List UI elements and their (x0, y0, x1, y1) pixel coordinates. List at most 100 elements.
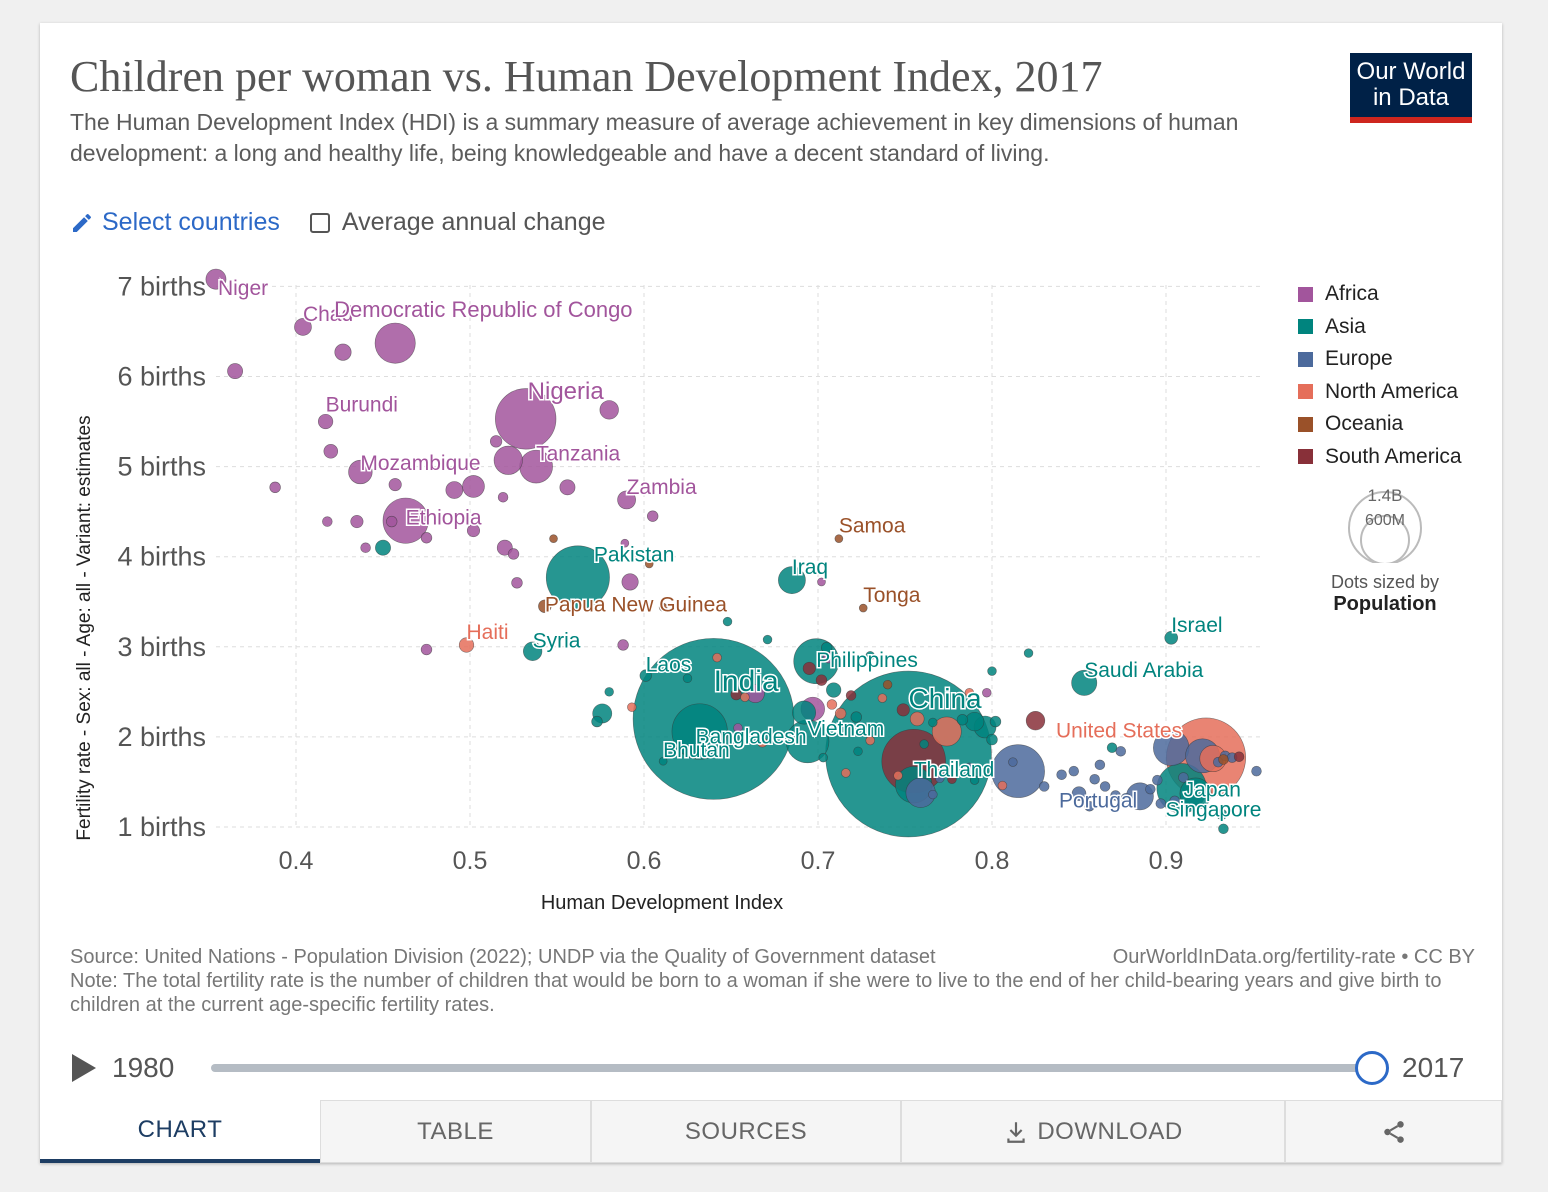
data-point[interactable] (348, 459, 373, 485)
data-point[interactable] (802, 661, 816, 675)
data-point[interactable] (205, 268, 227, 290)
owid-logo[interactable]: Our World in Data (1350, 53, 1472, 123)
data-point[interactable] (639, 669, 652, 682)
data-point[interactable] (489, 435, 503, 448)
data-point[interactable] (969, 775, 980, 785)
data-point[interactable] (757, 737, 768, 748)
data-point[interactable] (792, 700, 817, 725)
data-point[interactable] (350, 515, 364, 529)
data-point[interactable] (386, 515, 398, 528)
data-point[interactable] (322, 516, 333, 527)
data-point[interactable] (604, 687, 614, 697)
average-change-toggle[interactable]: Average annual change (309, 208, 606, 237)
data-point[interactable] (227, 363, 244, 380)
license-link[interactable]: OurWorldInData.org/fertility-rate • CC B… (1112, 946, 1475, 968)
data-point[interactable] (591, 715, 603, 728)
data-point[interactable] (323, 444, 339, 459)
data-point[interactable] (671, 703, 728, 760)
data-point[interactable] (374, 322, 416, 364)
data-point[interactable] (740, 692, 750, 702)
data-point[interactable] (989, 715, 1002, 728)
data-point[interactable] (964, 711, 985, 732)
data-point[interactable] (865, 735, 875, 746)
data-point[interactable] (1094, 759, 1106, 771)
data-point[interactable] (986, 733, 998, 746)
data-point[interactable] (1008, 757, 1018, 767)
data-point[interactable] (360, 542, 371, 553)
data-point[interactable] (1179, 777, 1212, 810)
data-point[interactable] (334, 343, 352, 361)
data-point[interactable] (762, 634, 773, 645)
data-point[interactable] (388, 478, 402, 492)
data-point[interactable] (495, 388, 557, 450)
data-point[interactable] (935, 773, 945, 784)
data-point[interactable] (466, 524, 481, 538)
data-point[interactable] (269, 481, 281, 494)
data-point[interactable] (493, 445, 523, 475)
timeline-handle[interactable] (1355, 1051, 1389, 1085)
legend-item[interactable]: North America (1298, 376, 1462, 409)
data-point[interactable] (1025, 711, 1046, 731)
data-point[interactable] (858, 603, 868, 613)
data-point[interactable] (1155, 798, 1166, 809)
tab-share[interactable] (1285, 1100, 1502, 1163)
data-point[interactable] (1169, 795, 1180, 807)
data-point[interactable] (1251, 765, 1262, 777)
data-point[interactable] (545, 545, 610, 610)
data-point[interactable] (826, 682, 842, 698)
data-point[interactable] (928, 789, 938, 800)
data-point[interactable] (822, 651, 835, 664)
legend-item[interactable]: Africa (1298, 278, 1462, 311)
data-point[interactable] (1071, 786, 1087, 801)
average-change-checkbox[interactable] (309, 212, 330, 233)
legend-item[interactable]: Asia (1298, 311, 1462, 344)
data-point[interactable] (1068, 765, 1079, 777)
data-point[interactable] (956, 714, 969, 726)
data-point[interactable] (445, 481, 464, 499)
play-icon[interactable] (72, 1054, 96, 1082)
data-point[interactable] (497, 492, 509, 503)
data-point[interactable] (964, 688, 975, 698)
data-point[interactable] (462, 475, 485, 498)
data-point[interactable] (1164, 631, 1179, 645)
data-point[interactable] (458, 637, 475, 653)
data-point[interactable] (893, 770, 903, 781)
data-point[interactable] (317, 413, 334, 430)
data-point[interactable] (658, 602, 668, 612)
data-point[interactable] (647, 510, 659, 522)
data-point[interactable] (658, 756, 668, 766)
data-point[interactable] (1038, 781, 1050, 792)
data-point[interactable] (778, 566, 806, 594)
legend-item[interactable]: South America (1298, 441, 1462, 474)
data-point[interactable] (420, 643, 433, 656)
data-point[interactable] (1145, 783, 1156, 795)
data-point[interactable] (947, 774, 957, 784)
data-point[interactable] (850, 711, 862, 723)
data-point[interactable] (1106, 742, 1118, 753)
data-point[interactable] (1110, 790, 1121, 801)
tab-sources[interactable]: SOURCES (591, 1100, 901, 1163)
data-point[interactable] (1056, 769, 1067, 780)
data-point[interactable] (599, 400, 619, 420)
data-point[interactable] (1178, 772, 1189, 783)
data-point[interactable] (1089, 774, 1100, 785)
legend-item[interactable]: Europe (1298, 343, 1462, 376)
data-point[interactable] (845, 690, 857, 701)
data-point[interactable] (712, 652, 722, 663)
data-point[interactable] (617, 490, 636, 510)
tab-chart[interactable]: CHART (40, 1100, 320, 1163)
data-point[interactable] (919, 739, 929, 749)
data-point[interactable] (1233, 751, 1245, 762)
data-point[interactable] (507, 548, 520, 560)
data-point[interactable] (620, 538, 630, 548)
data-point[interactable] (896, 703, 910, 717)
data-point[interactable] (1071, 669, 1098, 696)
data-point[interactable] (931, 716, 962, 747)
data-point[interactable] (1084, 801, 1095, 812)
data-point[interactable] (644, 559, 654, 569)
data-point[interactable] (1115, 746, 1126, 757)
tab-table[interactable]: TABLE (320, 1100, 591, 1163)
data-point[interactable] (682, 673, 693, 684)
data-point[interactable] (1216, 808, 1228, 820)
data-point[interactable] (1120, 792, 1132, 804)
